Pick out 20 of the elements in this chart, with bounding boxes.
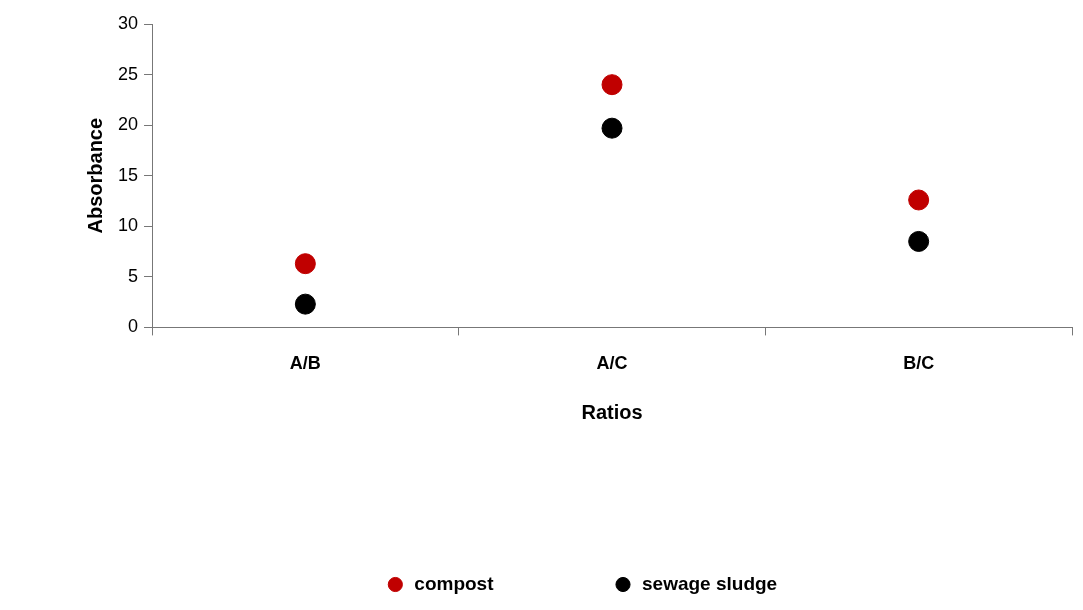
y-tick-label: 5 <box>128 265 139 286</box>
legend-label: sewage sludge <box>642 572 778 594</box>
y-tick-label: 30 <box>117 12 139 33</box>
y-tick-label: 0 <box>128 316 139 337</box>
point <box>601 74 623 96</box>
point <box>294 253 316 275</box>
y-tick-label: 10 <box>117 215 139 236</box>
point <box>908 189 930 211</box>
point <box>908 230 930 252</box>
x-axis-title: Ratios <box>581 400 643 423</box>
y-tick-label: 15 <box>117 164 139 185</box>
legend-label: compost <box>414 572 495 594</box>
x-tick-label: A/C <box>596 353 628 374</box>
x-tick-label: A/B <box>289 353 321 374</box>
y-tick-label: 20 <box>117 114 139 135</box>
y-axis-title: Absorbance <box>83 117 106 234</box>
x-tick-label: B/C <box>903 353 935 374</box>
point <box>601 117 623 139</box>
y-tick-label: 25 <box>117 63 139 84</box>
point <box>294 293 316 315</box>
